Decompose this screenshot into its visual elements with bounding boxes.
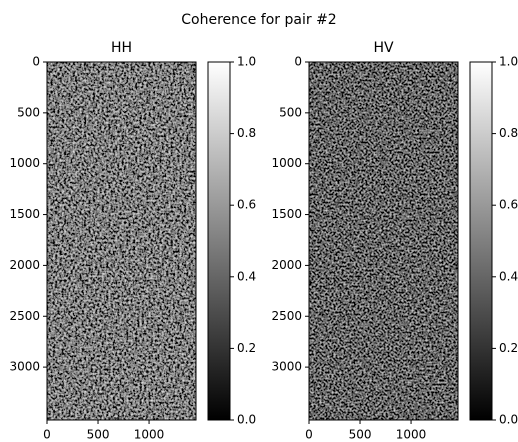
y-tick-label: 1000 bbox=[9, 156, 40, 170]
colorbar-tick-label: 0.4 bbox=[237, 269, 256, 283]
colorbar-tick-label: 0.0 bbox=[499, 413, 518, 427]
image bbox=[47, 62, 196, 420]
x-tick-label: 1000 bbox=[134, 428, 165, 442]
y-tick-label: 2000 bbox=[271, 258, 302, 272]
colorbar bbox=[469, 61, 493, 421]
colorbar-tick-label: 0.8 bbox=[499, 126, 518, 140]
panel-title: HV bbox=[373, 40, 394, 56]
colorbar-tick-label: 0.4 bbox=[499, 269, 518, 283]
y-tick-label: 2500 bbox=[271, 309, 302, 323]
colorbar-tick-label: 0.0 bbox=[237, 413, 256, 427]
axes-frame bbox=[46, 61, 197, 421]
colorbar-tick-label: 0.6 bbox=[499, 198, 518, 212]
y-tick-label: 3000 bbox=[9, 360, 40, 374]
colorbar-tick-label: 1.0 bbox=[237, 55, 256, 69]
y-tick-label: 1000 bbox=[271, 156, 302, 170]
y-tick-label: 0 bbox=[32, 55, 40, 69]
colorbar-tick-label: 0.2 bbox=[237, 341, 256, 355]
y-tick-label: 1500 bbox=[271, 207, 302, 221]
y-tick-label: 2000 bbox=[9, 258, 40, 272]
y-tick-label: 0 bbox=[294, 55, 302, 69]
y-tick-label: 500 bbox=[17, 105, 40, 119]
x-tick-label: 0 bbox=[43, 428, 51, 442]
x-tick-label: 500 bbox=[87, 428, 110, 442]
axes-frame bbox=[308, 61, 459, 421]
figure-title: Coherence for pair #2 bbox=[181, 12, 336, 28]
colorbar-tick-label: 0.2 bbox=[499, 341, 518, 355]
y-tick-label: 500 bbox=[279, 105, 302, 119]
y-tick-label: 1500 bbox=[9, 207, 40, 221]
x-tick-label: 0 bbox=[305, 428, 313, 442]
x-tick-label: 1000 bbox=[396, 428, 427, 442]
image bbox=[309, 62, 458, 420]
y-tick-label: 3000 bbox=[271, 360, 302, 374]
panel-title: HH bbox=[111, 40, 132, 56]
colorbar bbox=[207, 61, 231, 421]
colorbar-tick-label: 0.8 bbox=[237, 126, 256, 140]
y-tick-label: 2500 bbox=[9, 309, 40, 323]
colorbar-tick-label: 0.6 bbox=[237, 198, 256, 212]
x-tick-label: 500 bbox=[349, 428, 372, 442]
colorbar-tick-label: 1.0 bbox=[499, 55, 518, 69]
